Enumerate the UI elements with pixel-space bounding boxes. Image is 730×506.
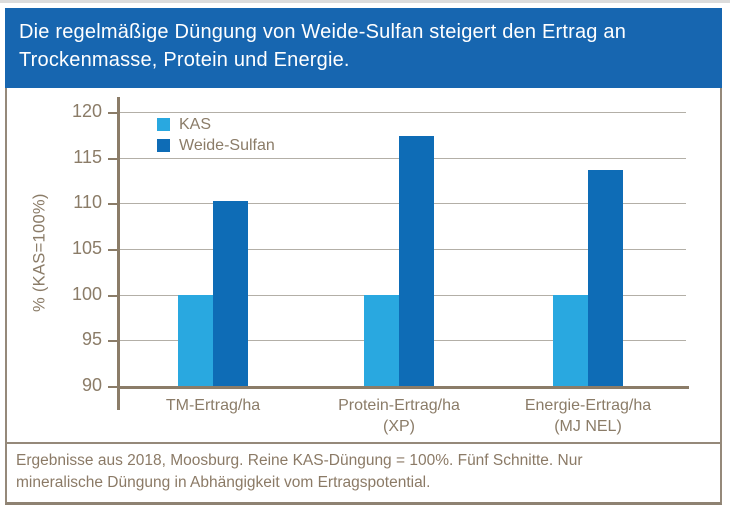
page-top-edge — [0, 0, 730, 3]
y-axis-title: % (KAS=100%) — [30, 193, 49, 313]
y-tick-label-105: 105 — [71, 238, 102, 258]
legend-item-1: Weide-Sulfan — [157, 137, 275, 154]
y-tick-label-95: 95 — [81, 329, 102, 350]
bar-kas-2 — [553, 294, 588, 386]
legend-label-0: KAS — [179, 115, 212, 133]
y-axis-line — [117, 97, 120, 410]
legend: KAS Weide-Sulfan — [157, 116, 275, 154]
legend-item-0: KAS — [157, 116, 275, 133]
x-axis-line — [117, 386, 689, 389]
y-tick-label-100: 100 — [71, 283, 102, 304]
y-tick-90 — [108, 386, 118, 388]
bar-chart: 90 95 100 105 110 115 120 TM-Ertrag/ha Protein-E… — [7, 88, 720, 442]
y-tick-95 — [108, 340, 118, 343]
y-tick-105 — [108, 249, 118, 251]
y-tick-label-115: 115 — [73, 146, 102, 167]
y-tick-label-120: 120 — [71, 101, 102, 121]
category-label-1: Protein-Ertrag/ha (XP) — [338, 397, 460, 435]
y-tick-120 — [108, 112, 118, 114]
header-banner: Die regelmäßige Düngung von Weide-Sulfan… — [5, 8, 722, 88]
legend-label-1: Weide-Sulfan — [179, 136, 275, 154]
y-tick-115 — [108, 157, 118, 160]
gridline-120 — [120, 112, 686, 113]
category-label-2: Energie-Ertrag/ha (MJ NEL) — [524, 397, 652, 435]
legend-swatch-weide-sulfan — [157, 139, 170, 152]
bar-kas-0 — [178, 294, 213, 386]
chart-box: 90 95 100 105 110 115 120 TM-Ertrag/ha Protein-E… — [5, 88, 722, 505]
bar-weide-sulfan-2 — [588, 169, 623, 386]
category-label-0: TM-Ertrag/ha — [165, 397, 261, 414]
y-tick-110 — [108, 203, 118, 206]
legend-swatch-kas — [157, 118, 170, 131]
figure: Die regelmäßige Düngung von Weide-Sulfan… — [5, 8, 722, 505]
y-tick-label-90: 90 — [81, 375, 102, 395]
y-tick-label-110: 110 — [73, 192, 102, 213]
bar-weide-sulfan-1 — [399, 135, 434, 386]
bar-weide-sulfan-0 — [213, 200, 248, 386]
bar-kas-1 — [364, 294, 399, 386]
footer-note: Ergebnisse aus 2018, Moosburg. Reine KAS… — [7, 442, 720, 502]
y-tick-100 — [108, 294, 118, 297]
